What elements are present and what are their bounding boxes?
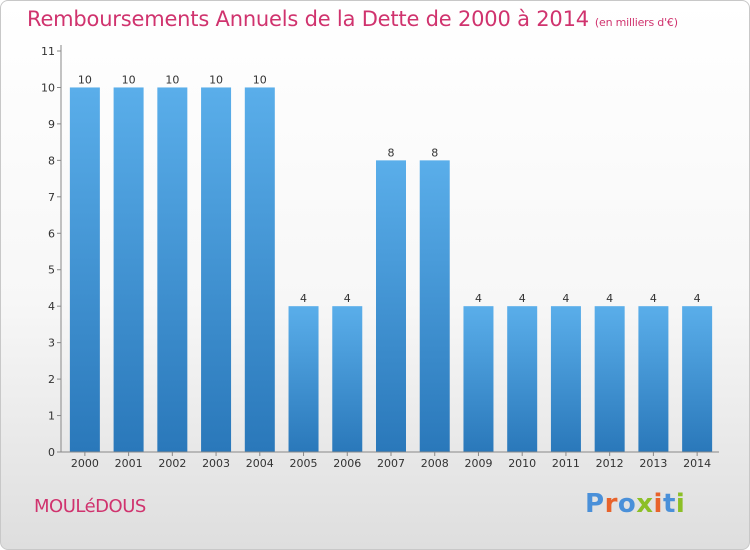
y-tick-label: 5 [48,264,55,277]
x-tick-label-2008: 2008 [421,457,449,470]
y-tick-label: 8 [48,154,55,167]
x-tick-label-2013: 2013 [639,457,667,470]
logo-letter: i [675,489,686,519]
x-tick-label-2014: 2014 [683,457,711,470]
logo-letter: r [604,489,618,519]
y-tick-label: 7 [48,191,55,204]
x-tick-label-2001: 2001 [115,457,143,470]
bar-2007 [376,160,406,452]
data-label-2002: 10 [165,73,179,86]
logo-letter: x [636,489,654,519]
data-label-2013: 4 [650,292,657,305]
bar-2001 [113,87,144,453]
bar-2002 [157,87,188,453]
logo-letter: P [585,489,605,519]
data-label-2007: 8 [388,146,395,159]
bar-2011 [550,306,581,452]
chart-subtitle: (en milliers d'€) [594,16,678,29]
data-label-2011: 4 [562,292,569,305]
x-tick-label-2007: 2007 [377,457,405,470]
proxiti-logo: Proxiti [585,489,685,519]
y-tick-label: 4 [48,300,55,313]
x-tick-label-2009: 2009 [464,457,492,470]
data-label-2012: 4 [606,292,613,305]
bar-2009 [463,306,494,452]
bar-2003 [201,87,232,453]
bar-2012 [594,306,625,452]
y-tick-label: 1 [48,410,55,423]
x-tick-label-2000: 2000 [71,457,99,470]
logo-letter: t [662,489,676,519]
data-label-2003: 10 [209,73,223,86]
x-tick-label-2006: 2006 [333,457,361,470]
x-tick-label-2010: 2010 [508,457,536,470]
bar-2000 [69,87,100,453]
y-tick-label: 6 [48,227,55,240]
bar-2010 [507,306,538,452]
bar-2005 [288,306,319,452]
data-label-2010: 4 [519,292,526,305]
data-label-2006: 4 [344,292,351,305]
data-label-2004: 10 [253,73,267,86]
data-label-2000: 10 [78,73,92,86]
y-tick-label: 11 [41,45,55,58]
y-axis: 0 1 2 3 4 5 6 7 8 9 10 11 [41,45,62,459]
x-tick-label-2005: 2005 [290,457,318,470]
data-label-2009: 4 [475,292,482,305]
x-tick-label-2011: 2011 [552,457,580,470]
x-tick-label-2004: 2004 [246,457,274,470]
data-label-2001: 10 [122,73,136,86]
bar-2008 [419,160,450,452]
y-tick-label: 0 [48,446,55,459]
bars: 10 10 10 10 10 4 4 8 8 4 4 4 4 4 4 [69,73,713,453]
logo-letter: i [653,489,663,519]
y-tick-label: 9 [48,118,55,131]
chart-title: Remboursements Annuels de la Dette de 20… [27,7,678,31]
data-label-2005: 4 [300,292,307,305]
x-tick-label-2003: 2003 [202,457,230,470]
x-tick-label-2012: 2012 [596,457,624,470]
bar-2006 [332,306,363,452]
data-label-2008: 8 [431,146,438,159]
bar-2004 [244,87,275,453]
x-tick-label-2002: 2002 [158,457,186,470]
data-label-2014: 4 [694,292,701,305]
bar-2013 [638,306,669,452]
y-tick-label: 10 [41,81,55,94]
logo-letter: o [617,489,637,519]
commune-name: MOULéDOUS [34,496,146,517]
y-tick-label: 2 [48,373,55,386]
x-axis: 2000 2001 2002 2003 2004 2005 2006 2007 2008 2009… [61,451,719,470]
y-tick-label: 3 [48,337,55,350]
chart-title-text: Remboursements Annuels de la Dette de 20… [27,7,589,31]
bar-2014 [682,306,713,452]
